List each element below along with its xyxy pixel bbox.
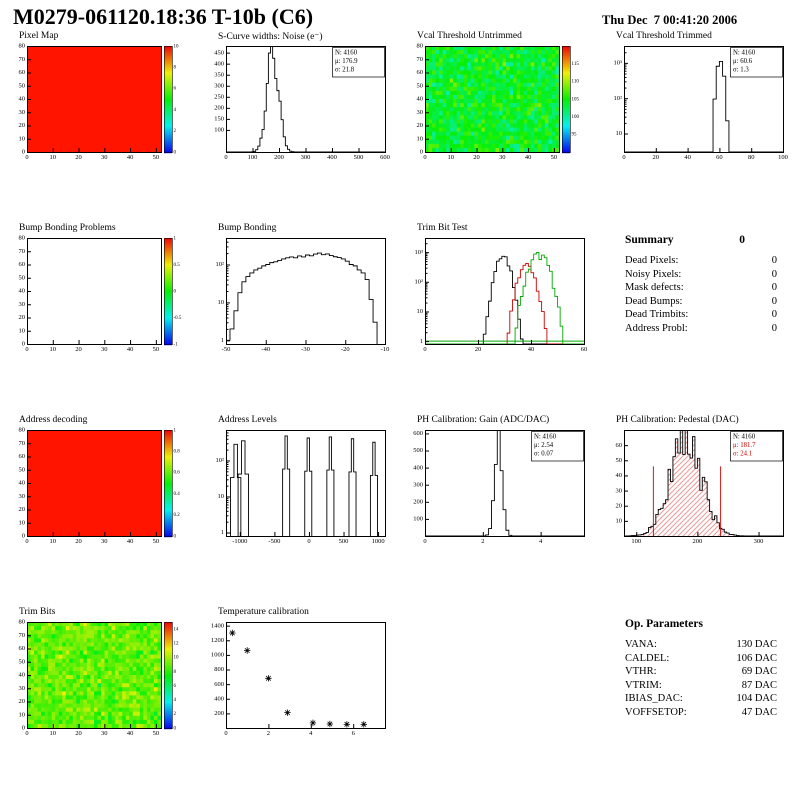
summary-row-label: Dead Trimbits: [625, 309, 689, 320]
summary-row-label: Noisy Pixels: [625, 268, 682, 280]
plot-trim-bit-test: Trim Bit Test [398, 222, 597, 414]
plot-ph-calibration-gain: PH Calibration: Gain (ADC/DAC) [398, 414, 597, 606]
plot-title-vcal-untrimmed: Vcal Threshold Untrimmed [417, 31, 522, 41]
op-row-value: 130 DAC [736, 639, 777, 650]
op-parameters-header: Op. Parameters [625, 618, 745, 630]
empty-cell [398, 606, 597, 798]
op-row-value: 87 DAC [741, 679, 777, 691]
op-parameters-title: Op. Parameters [625, 618, 703, 630]
plot-title-ph-pedestal: PH Calibration: Pedestal (DAC) [616, 415, 739, 425]
op-row-label: VOFFSETOP: [625, 706, 687, 718]
timestamp: Thu Dec 7 00:41:20 2006 [602, 13, 738, 27]
plot-address-levels: Address Levels [199, 414, 398, 606]
op-row-label: CALDEL: [625, 652, 670, 664]
summary-row-value: 0 [771, 309, 777, 320]
plot-trim-bits: Trim Bits [0, 606, 199, 798]
address-decoding-canvas [1, 426, 195, 550]
plot-vcal-threshold-untrimmed: Vcal Threshold Untrimmed [398, 30, 597, 222]
summary-row-mask-defects: Mask defects: 0 [625, 281, 777, 295]
plot-title-vcal-trimmed: Vcal Threshold Trimmed [616, 31, 712, 41]
summary-panel: Summary 0 Dead Pixels: 0 Noisy Pixels: 0… [597, 222, 796, 414]
bump-problems-canvas [1, 234, 195, 358]
address-levels-canvas [200, 426, 394, 550]
summary-row-label: Address Probl: [625, 322, 688, 334]
summary-row-dead-trimbits: Dead Trimbits: 0 [625, 308, 777, 322]
op-row-ibias-dac: IBIAS_DAC: 104 DAC [625, 692, 777, 706]
plot-pixel-map: Pixel Map [0, 30, 199, 222]
op-row-label: VTHR: [625, 666, 657, 677]
op-row-vthr: VTHR: 69 DAC [625, 665, 777, 679]
op-row-value: 104 DAC [736, 693, 777, 704]
scurve-noise-canvas [200, 42, 394, 166]
ph-pedestal-canvas [598, 426, 792, 550]
plot-title-bump-problems: Bump Bonding Problems [19, 223, 116, 233]
trim-bit-test-canvas [399, 234, 593, 358]
summary-row-value: 0 [771, 295, 777, 307]
plot-bump-bonding-problems: Bump Bonding Problems [0, 222, 199, 414]
op-parameters-panel: Op. Parameters VANA: 130 DAC CALDEL: 106… [597, 606, 796, 798]
op-row-value: 69 DAC [741, 666, 777, 677]
plot-title-address-levels: Address Levels [218, 415, 277, 425]
summary-row-label: Mask defects: [625, 282, 684, 293]
plot-title-temperature-calibration: Temperature calibration [218, 607, 309, 617]
summary-row-value: 0 [771, 255, 777, 266]
plot-title-pixel-map: Pixel Map [19, 31, 59, 41]
op-row-voffsetop: VOFFSETOP: 47 DAC [625, 706, 777, 720]
op-row-caldel: CALDEL: 106 DAC [625, 652, 777, 666]
plot-vcal-threshold-trimmed: Vcal Threshold Trimmed [597, 30, 796, 222]
op-row-label: IBIAS_DAC: [625, 693, 683, 704]
plot-title-trim-bit-test: Trim Bit Test [417, 223, 468, 233]
op-row-vtrim: VTRIM: 87 DAC [625, 679, 777, 693]
plot-title-address-decoding: Address decoding [19, 415, 88, 425]
plot-temperature-calibration: Temperature calibration [199, 606, 398, 798]
bump-bonding-canvas [200, 234, 394, 358]
plot-bump-bonding: Bump Bonding [199, 222, 398, 414]
plot-scurve-noise: S-Curve widths: Noise (e⁻) [199, 30, 398, 222]
summary-row-value: 0 [771, 322, 777, 334]
plot-title-ph-gain: PH Calibration: Gain (ADC/DAC) [417, 415, 550, 425]
op-row-label: VANA: [625, 639, 657, 650]
vcal-trimmed-canvas [598, 42, 792, 166]
summary-header: Summary 0 [625, 234, 745, 246]
summary-row-label: Dead Pixels: [625, 255, 679, 266]
summary-row-value: 0 [771, 268, 777, 280]
page-title: M0279-061120.18:36 T-10b (C6) [13, 4, 314, 29]
summary-row-dead-bumps: Dead Bumps: 0 [625, 295, 777, 309]
op-row-value: 47 DAC [741, 706, 777, 718]
ph-gain-canvas [399, 426, 593, 550]
trim-bits-canvas [1, 618, 195, 742]
op-row-vana: VANA: 130 DAC [625, 638, 777, 652]
summary-row-noisy-pixels: Noisy Pixels: 0 [625, 268, 777, 282]
summary-total: 0 [739, 234, 745, 246]
op-row-value: 106 DAC [736, 652, 777, 664]
op-row-label: VTRIM: [625, 679, 662, 691]
plot-address-decoding: Address decoding [0, 414, 199, 606]
summary-row-label: Dead Bumps: [625, 295, 683, 307]
temperature-calibration-canvas [200, 618, 394, 742]
summary-row-value: 0 [771, 282, 777, 293]
summary-row-dead-pixels: Dead Pixels: 0 [625, 254, 777, 268]
plot-ph-calibration-pedestal: PH Calibration: Pedestal (DAC) [597, 414, 796, 606]
plot-title-bump-bonding: Bump Bonding [218, 223, 277, 233]
plot-title-scurve-noise: S-Curve widths: Noise (e⁻) [218, 32, 323, 42]
summary-row-address-probl: Address Probl: 0 [625, 322, 777, 336]
plot-title-trim-bits: Trim Bits [19, 607, 56, 617]
pixel-map-canvas [1, 42, 195, 166]
vcal-untrimmed-canvas [399, 42, 593, 166]
summary-title: Summary [625, 234, 674, 246]
